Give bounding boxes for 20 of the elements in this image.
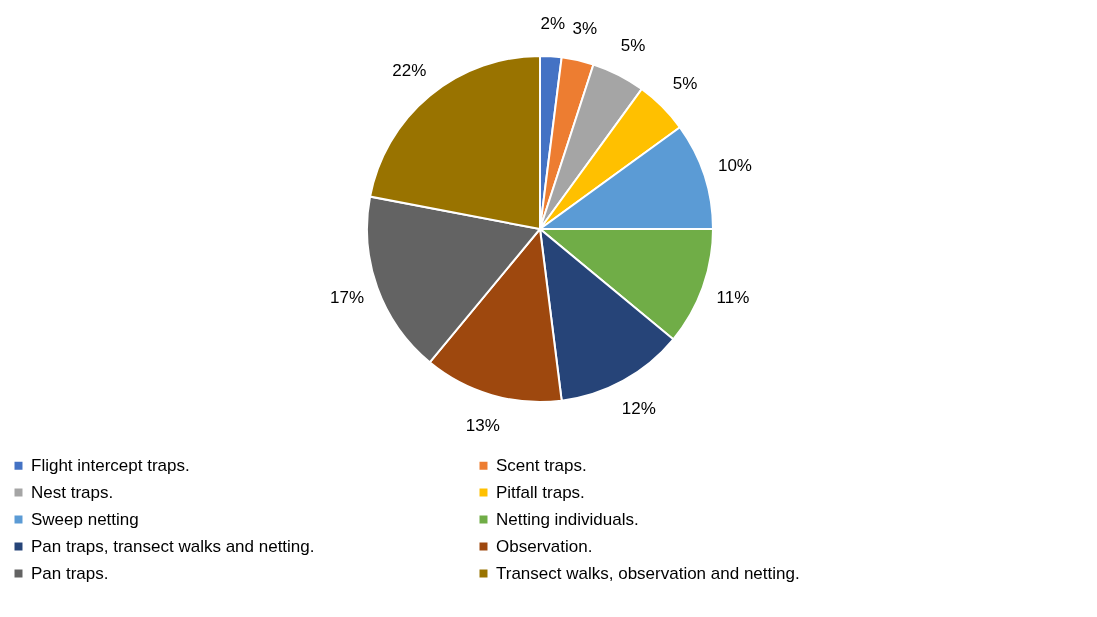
data-label: 17%	[330, 288, 365, 308]
legend-label: Observation.	[496, 536, 593, 556]
legend-label: Pan traps.	[31, 563, 109, 583]
data-label: 2%	[540, 14, 566, 34]
legend-label: Pan traps, transect walks and netting.	[31, 536, 315, 556]
data-label: 22%	[392, 61, 427, 81]
data-label: 5%	[620, 36, 646, 56]
legend-label: Sweep netting	[31, 509, 139, 529]
legend-label: Pitfall traps.	[496, 482, 585, 502]
data-label: 10%	[717, 155, 752, 175]
legend-label: Flight intercept traps.	[31, 455, 190, 475]
data-label: 12%	[621, 398, 656, 418]
legend-label: Nest traps.	[31, 482, 114, 502]
legend-label: Transect walks, observation and netting.	[496, 563, 800, 583]
data-label: 13%	[465, 415, 500, 435]
legend-label: Netting individuals.	[496, 509, 639, 529]
data-label: 11%	[716, 288, 750, 308]
legend-label: Scent traps.	[496, 455, 587, 475]
data-label: 3%	[572, 18, 598, 38]
data-label: 5%	[672, 74, 698, 94]
